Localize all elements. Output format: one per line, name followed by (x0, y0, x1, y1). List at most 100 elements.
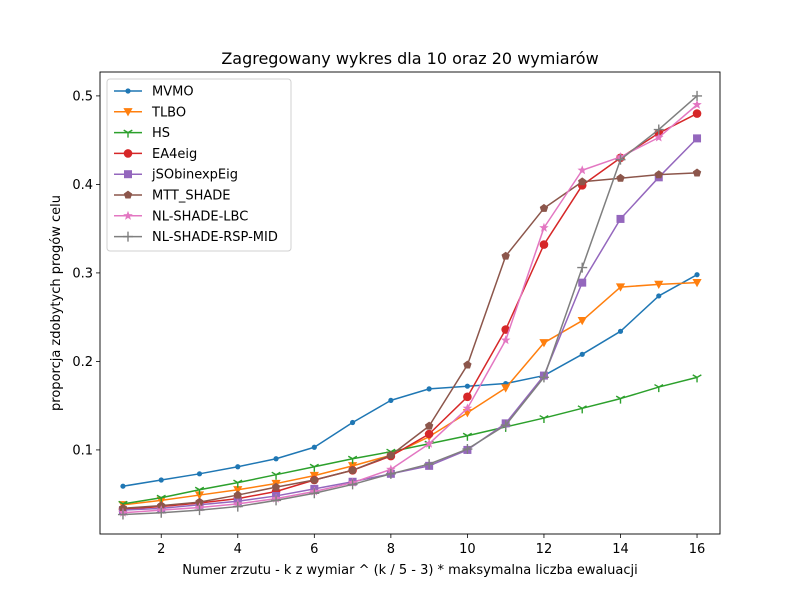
data-point (426, 386, 432, 392)
data-point (692, 374, 702, 383)
legend-marker (123, 210, 133, 220)
legend-entry: HS (114, 126, 170, 141)
legend-label: EA4eig (152, 147, 197, 162)
data-point (233, 479, 243, 488)
data-point (424, 429, 434, 439)
data-point (462, 444, 473, 455)
data-point (349, 419, 356, 426)
data-point (654, 280, 664, 290)
x-tick-label: 6 (310, 542, 318, 557)
data-point (271, 471, 281, 480)
legend-marker (123, 129, 133, 138)
data-point (463, 392, 472, 402)
data-point (615, 154, 626, 165)
data-point (578, 278, 587, 287)
data-point (194, 491, 205, 500)
x-tick-label: 8 (387, 542, 395, 557)
data-point (539, 203, 549, 212)
data-point (693, 134, 702, 143)
data-point (500, 335, 511, 345)
data-point (232, 501, 243, 512)
data-point (271, 495, 282, 506)
data-point (117, 509, 128, 520)
data-point (539, 414, 549, 424)
data-point (424, 459, 435, 470)
data-point (424, 438, 434, 448)
data-point (235, 464, 241, 470)
legend-entry: MTT_SHADE (114, 189, 231, 204)
data-point (309, 463, 319, 472)
data-point (692, 278, 702, 288)
series-line (122, 112, 698, 510)
y-tick-label: 0.3 (72, 266, 93, 281)
legend-label: jSObinexpEig (151, 168, 238, 183)
series-line (122, 281, 698, 506)
legend-marker (123, 108, 133, 117)
data-point (311, 444, 317, 450)
data-point (577, 317, 587, 326)
data-point (692, 99, 702, 109)
data-point (309, 488, 320, 499)
legend-label: TLBO (151, 105, 186, 120)
y-tick-label: 0.1 (72, 443, 93, 458)
legend-label: NL-SHADE-RSP-MID (152, 230, 278, 245)
data-point (692, 168, 702, 177)
data-point (539, 240, 549, 249)
data-point (579, 351, 585, 357)
legend-entry: jSObinexpEig (114, 168, 238, 183)
data-point (578, 177, 587, 186)
legend-label: MVMO (152, 85, 194, 100)
x-tick-label: 2 (157, 542, 165, 557)
series-line (122, 95, 698, 516)
data-point (233, 490, 242, 499)
data-point (654, 383, 664, 393)
legend-label: HS (152, 126, 170, 141)
legend-entry: NL-SHADE-RSP-MID (114, 230, 278, 245)
x-tick-label: 4 (234, 542, 242, 557)
legend-entry: MVMO (114, 85, 194, 100)
series-layer (117, 90, 703, 520)
series-mtt-shade (118, 168, 702, 512)
data-point (501, 251, 510, 260)
data-point (386, 450, 396, 459)
data-point (347, 455, 358, 464)
x-tick-label: 10 (459, 542, 476, 557)
data-point (656, 293, 662, 299)
data-point (462, 432, 473, 441)
data-point (538, 372, 549, 383)
data-point (616, 214, 625, 223)
data-point (195, 497, 204, 506)
data-point (694, 272, 700, 278)
data-point (577, 165, 587, 175)
data-point (196, 471, 203, 477)
x-tick-label: 12 (536, 542, 553, 557)
data-point (617, 328, 624, 334)
legend-box (106, 78, 292, 252)
data-point (616, 173, 625, 182)
data-point (347, 479, 358, 490)
data-point (654, 170, 663, 179)
data-point (388, 397, 394, 403)
y-axis-label: proporcja zdobytych progów celu (49, 195, 64, 411)
legend-entry: NL-SHADE-LBC (114, 209, 248, 224)
series-line (122, 137, 698, 511)
series-line (122, 274, 698, 487)
legend-entry: EA4eig (114, 147, 197, 162)
legend-marker (123, 149, 133, 158)
y-tick-label: 0.2 (72, 355, 93, 370)
data-point (539, 339, 549, 348)
y-tick-label: 0.4 (72, 178, 93, 193)
legend-marker (123, 190, 133, 199)
data-point (463, 360, 472, 369)
data-point (464, 383, 471, 389)
data-point (194, 505, 205, 516)
legend: MVMO TLBO HS EA4eig jSObinexpEig MTT_SHADE NL-… (106, 78, 292, 252)
x-tick-label: 16 (689, 542, 706, 557)
legend-marker (124, 170, 132, 179)
legend-entry: TLBO (114, 105, 186, 120)
data-point (233, 486, 243, 495)
data-point (348, 465, 357, 474)
series-nl-shade-rsp-mid (117, 90, 703, 520)
